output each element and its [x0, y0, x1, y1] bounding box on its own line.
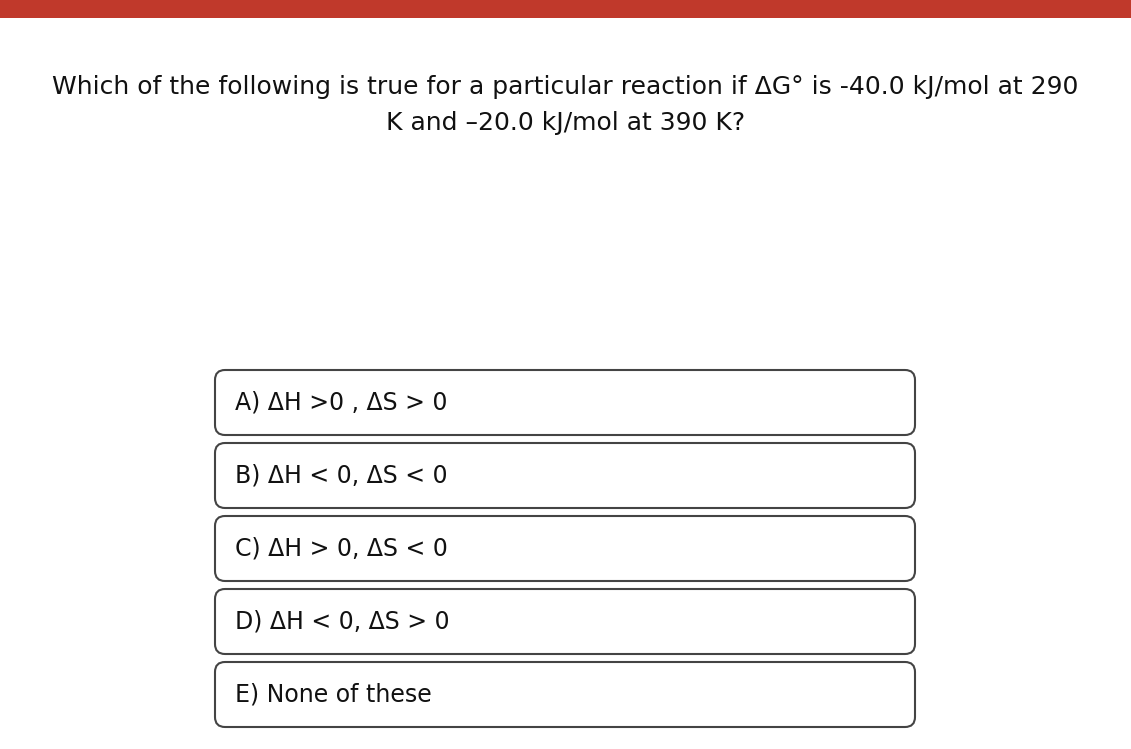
- FancyBboxPatch shape: [215, 516, 915, 581]
- Text: A) ΔH >0 , ΔS > 0: A) ΔH >0 , ΔS > 0: [235, 390, 448, 414]
- FancyBboxPatch shape: [215, 662, 915, 727]
- Text: E) None of these: E) None of these: [235, 682, 432, 706]
- Text: B) ΔH < 0, ΔS < 0: B) ΔH < 0, ΔS < 0: [235, 464, 448, 488]
- Bar: [0, 0, 1131, 18]
- Text: Which of the following is true for a particular reaction if ΔG° is -40.0 kJ/mol : Which of the following is true for a par…: [52, 75, 1079, 135]
- FancyBboxPatch shape: [215, 589, 915, 654]
- FancyBboxPatch shape: [215, 443, 915, 508]
- Text: D) ΔH < 0, ΔS > 0: D) ΔH < 0, ΔS > 0: [235, 610, 450, 634]
- Text: C) ΔH > 0, ΔS < 0: C) ΔH > 0, ΔS < 0: [235, 536, 448, 560]
- FancyBboxPatch shape: [215, 370, 915, 435]
